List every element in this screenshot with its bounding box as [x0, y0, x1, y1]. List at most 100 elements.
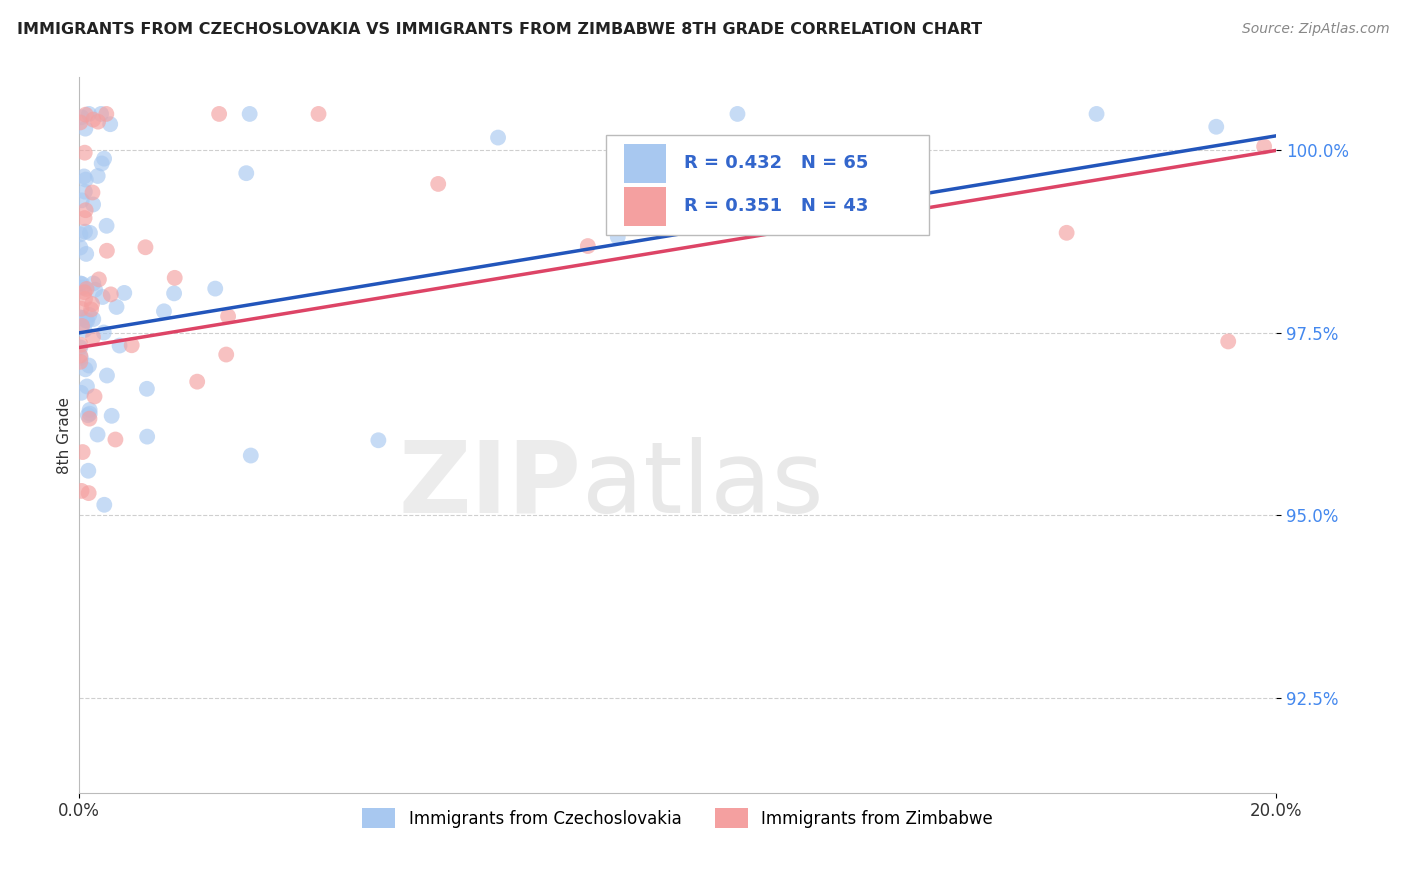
Point	[72, 311, 94, 326]
Point	[215, 347, 238, 361]
Point	[1218, 334, 1240, 349]
Point	[82, 112, 104, 127]
Point	[69, 240, 91, 254]
Point	[308, 107, 330, 121]
Point	[86, 169, 108, 183]
Point	[69, 115, 91, 129]
Point	[576, 239, 599, 253]
Point	[69, 355, 91, 369]
Text: R = 0.432   N = 65: R = 0.432 N = 65	[683, 154, 868, 172]
Y-axis label: 8th Grade: 8th Grade	[58, 397, 72, 474]
Point	[136, 429, 159, 443]
Text: Source: ZipAtlas.com: Source: ZipAtlas.com	[1241, 22, 1389, 37]
Point	[87, 272, 110, 286]
Bar	[624, 186, 665, 226]
Point	[486, 130, 509, 145]
Point	[82, 312, 104, 326]
Point	[69, 349, 91, 363]
Point	[239, 449, 262, 463]
Point	[93, 498, 115, 512]
Point	[79, 411, 101, 425]
Point	[87, 114, 110, 128]
Point	[96, 107, 118, 121]
Point	[77, 486, 100, 500]
Point	[239, 107, 262, 121]
Point	[75, 362, 97, 376]
Point	[69, 277, 91, 291]
Point	[76, 408, 98, 422]
Point	[204, 282, 226, 296]
Point	[70, 110, 93, 124]
Point	[1253, 139, 1275, 153]
Point	[73, 225, 96, 239]
Point	[70, 277, 93, 291]
Point	[73, 285, 96, 300]
Point	[77, 359, 100, 373]
Point	[75, 247, 97, 261]
Point	[76, 313, 98, 327]
Point	[79, 407, 101, 421]
Text: IMMIGRANTS FROM CZECHOSLOVAKIA VS IMMIGRANTS FROM ZIMBABWE 8TH GRADE CORRELATION: IMMIGRANTS FROM CZECHOSLOVAKIA VS IMMIGR…	[17, 22, 981, 37]
Point	[186, 375, 208, 389]
Point	[86, 427, 108, 442]
Point	[100, 409, 122, 423]
Bar	[624, 144, 665, 183]
Point	[73, 145, 96, 160]
Point	[69, 310, 91, 325]
Point	[69, 227, 91, 242]
Point	[84, 283, 107, 297]
Point	[75, 121, 97, 136]
Point	[100, 287, 122, 301]
Point	[83, 389, 105, 403]
Point	[82, 330, 104, 344]
Point	[108, 338, 131, 352]
Point	[90, 107, 112, 121]
Point	[70, 194, 93, 208]
Point	[70, 385, 93, 400]
Point	[76, 379, 98, 393]
Point	[208, 107, 231, 121]
Point	[70, 318, 93, 333]
Point	[72, 445, 94, 459]
Point	[606, 230, 628, 244]
Point	[69, 338, 91, 352]
Point	[76, 282, 98, 296]
Point	[70, 483, 93, 498]
Point	[905, 156, 928, 170]
Point	[786, 219, 808, 234]
Point	[93, 326, 115, 340]
Point	[90, 156, 112, 170]
Point	[80, 302, 103, 317]
Point	[112, 285, 135, 300]
Point	[135, 382, 157, 396]
Point	[96, 219, 118, 233]
Point	[1205, 120, 1227, 134]
Point	[217, 310, 239, 324]
Point	[72, 280, 94, 294]
Point	[96, 244, 118, 258]
Point	[105, 300, 128, 314]
Point	[80, 297, 103, 311]
Point	[69, 341, 91, 355]
Point	[82, 277, 104, 291]
Point	[367, 434, 389, 448]
Point	[69, 351, 91, 365]
Point	[75, 313, 97, 327]
Point	[1085, 107, 1108, 121]
Point	[77, 308, 100, 322]
Text: R = 0.351   N = 43: R = 0.351 N = 43	[683, 197, 868, 215]
Point	[82, 197, 104, 211]
Point	[104, 433, 127, 447]
Legend: Immigrants from Czechoslovakia, Immigrants from Zimbabwe: Immigrants from Czechoslovakia, Immigran…	[356, 802, 1000, 834]
Point	[235, 166, 257, 180]
Point	[79, 226, 101, 240]
FancyBboxPatch shape	[606, 135, 929, 235]
Point	[70, 301, 93, 316]
Point	[153, 304, 176, 318]
Point	[73, 292, 96, 306]
Text: atlas: atlas	[582, 436, 824, 533]
Point	[163, 286, 186, 301]
Point	[1056, 226, 1078, 240]
Text: ZIP: ZIP	[399, 436, 582, 533]
Point	[73, 169, 96, 184]
